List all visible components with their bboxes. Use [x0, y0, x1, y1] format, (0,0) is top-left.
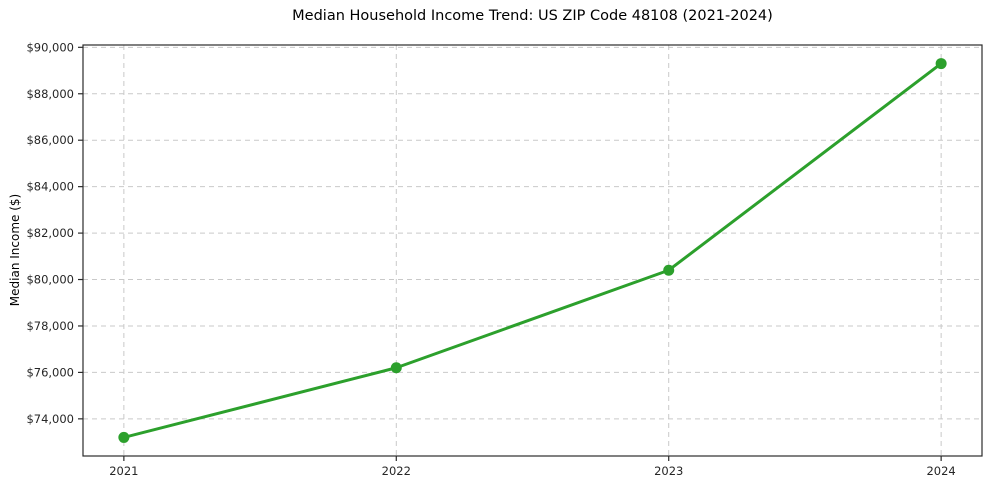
y-tick-label: $88,000 [26, 87, 74, 101]
y-tick-label: $84,000 [26, 180, 74, 194]
axes-frame [82, 44, 983, 457]
y-tick-label: $74,000 [26, 412, 74, 426]
y-tick-label: $78,000 [26, 319, 74, 333]
x-tick-label: 2021 [109, 464, 138, 478]
trend-line [122, 62, 943, 439]
y-tick-label: $80,000 [26, 273, 74, 287]
y-tick-label: $86,000 [26, 133, 74, 147]
y-tick-label: $82,000 [26, 226, 74, 240]
x-tick-label: 2022 [382, 464, 411, 478]
data-point [118, 431, 130, 443]
x-tick-label: 2024 [926, 464, 955, 478]
y-tick-label: $90,000 [26, 40, 74, 54]
data-point [663, 264, 675, 276]
data-point [935, 58, 947, 70]
chart-title: Median Household Income Trend: US ZIP Co… [292, 8, 773, 24]
y-tick-label: $76,000 [26, 365, 74, 379]
x-tick-label: 2023 [654, 464, 683, 478]
data-point [390, 362, 402, 374]
